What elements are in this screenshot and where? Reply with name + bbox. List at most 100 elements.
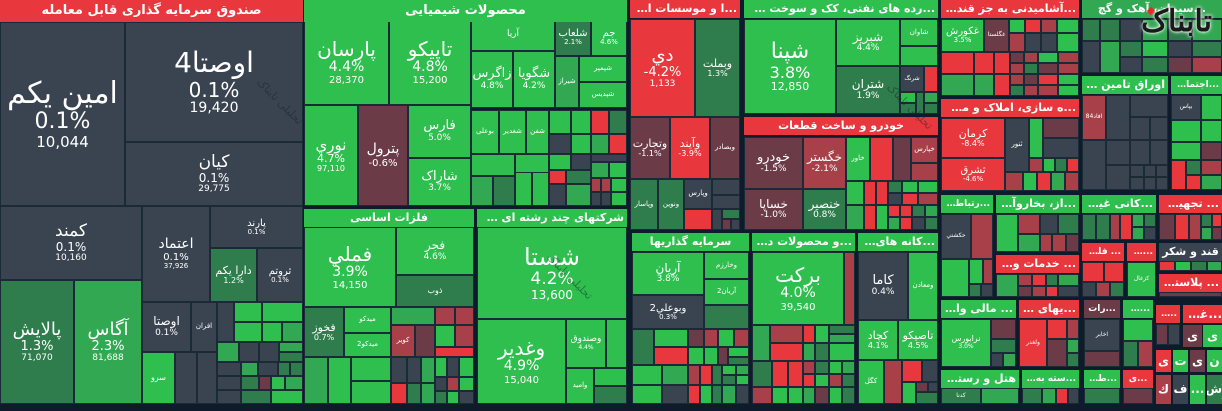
stock-tile-unlabeled[interactable] xyxy=(1058,274,1079,286)
stock-tile[interactable]: کوير xyxy=(391,325,415,357)
stock-tile-unlabeled[interactable] xyxy=(1010,85,1024,96)
stock-tile[interactable]: کرمان -8.4% xyxy=(941,118,1005,158)
sector-title[interactable]: ...کانی غیرفلزی xyxy=(1082,195,1156,213)
stock-tile-unlabeled[interactable] xyxy=(734,329,749,347)
stock-tile-unlabeled[interactable] xyxy=(1024,52,1038,63)
stock-tile-unlabeled[interactable] xyxy=(1005,172,1023,191)
stock-tile[interactable]: آريان 3.8% xyxy=(632,252,704,295)
sector-title[interactable]: ...رتباطات xyxy=(941,195,993,213)
sector-title[interactable]: ...غذی xyxy=(1183,305,1222,323)
stock-tile[interactable]: اوصتا 0.1% xyxy=(142,302,191,352)
stock-tile-unlabeled[interactable] xyxy=(700,365,712,385)
stock-tile-unlabeled[interactable] xyxy=(1084,351,1120,367)
stock-tile-unlabeled[interactable] xyxy=(1037,172,1051,191)
stock-tile-unlabeled[interactable] xyxy=(924,66,938,92)
stock-tile-unlabeled[interactable] xyxy=(1144,227,1156,240)
stock-tile-unlabeled[interactable] xyxy=(493,176,515,206)
stock-tile-unlabeled[interactable] xyxy=(736,375,749,385)
sector-title[interactable]: ...اجتماعی xyxy=(1171,76,1222,94)
sector-title[interactable]: ف xyxy=(1173,375,1188,404)
stock-tile-unlabeled[interactable] xyxy=(549,154,571,170)
stock-tile-unlabeled[interactable] xyxy=(1025,33,1041,52)
stock-tile-unlabeled[interactable] xyxy=(421,383,435,404)
stock-tile-unlabeled[interactable] xyxy=(391,357,407,383)
stock-tile-unlabeled[interactable] xyxy=(1043,158,1055,172)
stock-tile[interactable]: وصندوق 4.4% xyxy=(566,319,606,368)
stock-tile-unlabeled[interactable] xyxy=(435,357,447,377)
stock-tile-unlabeled[interactable] xyxy=(941,259,969,297)
stock-tile[interactable]: وبصادر xyxy=(710,117,740,179)
stock-tile[interactable]: خساپا -1.0% xyxy=(744,189,803,230)
stock-tile-unlabeled[interactable] xyxy=(1009,33,1025,52)
stock-tile-unlabeled[interactable] xyxy=(803,387,815,404)
stock-tile-unlabeled[interactable] xyxy=(900,46,938,66)
sector-title[interactable]: ... مالی واسط xyxy=(941,300,1016,318)
stock-tile-unlabeled[interactable] xyxy=(1040,214,1058,234)
stock-tile-unlabeled[interactable] xyxy=(722,375,736,385)
stock-tile-unlabeled[interactable] xyxy=(282,322,303,342)
sector-title[interactable]: محصولات شیمیایی xyxy=(304,0,627,22)
stock-tile-unlabeled[interactable] xyxy=(722,219,731,230)
stock-tile-unlabeled[interactable] xyxy=(459,357,474,377)
stock-tile-unlabeled[interactable] xyxy=(712,195,740,209)
stock-tile[interactable]: غکورش 3.5% xyxy=(941,19,984,52)
stock-tile-unlabeled[interactable] xyxy=(407,383,421,404)
stock-tile-unlabeled[interactable] xyxy=(815,325,829,343)
stock-tile-unlabeled[interactable] xyxy=(788,361,803,387)
stock-tile[interactable]: فارس 5.0% xyxy=(408,105,471,158)
stock-tile-unlabeled[interactable] xyxy=(654,347,688,365)
stock-tile-unlabeled[interactable] xyxy=(1201,142,1222,160)
sector-title[interactable]: ی xyxy=(1203,325,1222,347)
stock-tile-unlabeled[interactable] xyxy=(991,339,1016,353)
stock-tile-unlabeled[interactable] xyxy=(925,217,938,230)
stock-tile-unlabeled[interactable] xyxy=(1104,262,1124,282)
stock-tile-unlabeled[interactable] xyxy=(271,390,303,404)
stock-tile[interactable]: شپنا 3.8% 12,850 xyxy=(744,19,836,114)
stock-tile-unlabeled[interactable] xyxy=(1029,118,1043,158)
stock-tile-unlabeled[interactable] xyxy=(1212,214,1222,227)
stock-tile[interactable]: وپارس xyxy=(684,179,712,209)
stock-tile[interactable]: وبملت 1.3% xyxy=(695,19,740,117)
stock-tile[interactable]: شرنگ xyxy=(900,66,924,92)
stock-tile-unlabeled[interactable] xyxy=(566,170,591,184)
stock-tile-unlabeled[interactable] xyxy=(803,361,815,374)
stock-tile-unlabeled[interactable] xyxy=(712,209,722,230)
sector-title[interactable]: ...ه سازی، املاک و مستغلات xyxy=(941,99,1079,117)
stock-tile[interactable]: خنصير 0.8% xyxy=(803,189,846,230)
stock-tile-unlabeled[interactable] xyxy=(1132,227,1144,240)
stock-tile-unlabeled[interactable] xyxy=(435,377,447,391)
stock-tile-unlabeled[interactable] xyxy=(1168,57,1192,73)
stock-tile-unlabeled[interactable] xyxy=(549,110,571,134)
stock-tile-unlabeled[interactable] xyxy=(1144,177,1156,190)
stock-tile-unlabeled[interactable] xyxy=(815,374,829,387)
stock-tile-unlabeled[interactable] xyxy=(1046,274,1058,286)
stock-tile-unlabeled[interactable] xyxy=(722,365,736,375)
stock-tile[interactable]: وپاسار xyxy=(630,179,658,230)
stock-tile[interactable]: شاراک 3.7% xyxy=(408,158,471,206)
stock-tile-unlabeled[interactable] xyxy=(285,376,303,390)
stock-tile-unlabeled[interactable] xyxy=(770,325,803,343)
stock-tile-unlabeled[interactable] xyxy=(1047,319,1067,339)
stock-tile-unlabeled[interactable] xyxy=(455,307,474,325)
stock-tile[interactable]: حکشتي xyxy=(941,214,971,259)
stock-tile-unlabeled[interactable] xyxy=(941,74,974,96)
stock-tile-unlabeled[interactable] xyxy=(1192,41,1222,57)
stock-tile[interactable]: شستا 4.2% 13,600 xyxy=(477,227,627,319)
stock-tile-unlabeled[interactable] xyxy=(893,137,911,181)
stock-tile-unlabeled[interactable] xyxy=(611,178,627,192)
sector-title[interactable]: ی xyxy=(1183,325,1202,347)
stock-tile-unlabeled[interactable] xyxy=(918,193,938,205)
sector-title[interactable]: ... تجهیزات xyxy=(1159,195,1222,213)
stock-tile-unlabeled[interactable] xyxy=(459,377,474,391)
stock-tile-unlabeled[interactable] xyxy=(1142,41,1168,57)
stock-tile-unlabeled[interactable] xyxy=(1024,74,1038,85)
sector-title[interactable]: خودرو و ساخت قطعات xyxy=(744,117,938,135)
stock-tile[interactable]: ثشرق -4.6% xyxy=(941,158,1005,191)
stock-tile-unlabeled[interactable] xyxy=(918,181,938,193)
stock-tile[interactable]: ذوب xyxy=(396,275,474,307)
stock-tile-unlabeled[interactable] xyxy=(262,302,303,322)
stock-tile-unlabeled[interactable] xyxy=(1058,74,1079,85)
stock-tile-unlabeled[interactable] xyxy=(1058,52,1079,63)
stock-tile-unlabeled[interactable] xyxy=(217,342,239,362)
stock-tile-unlabeled[interactable] xyxy=(902,360,922,382)
